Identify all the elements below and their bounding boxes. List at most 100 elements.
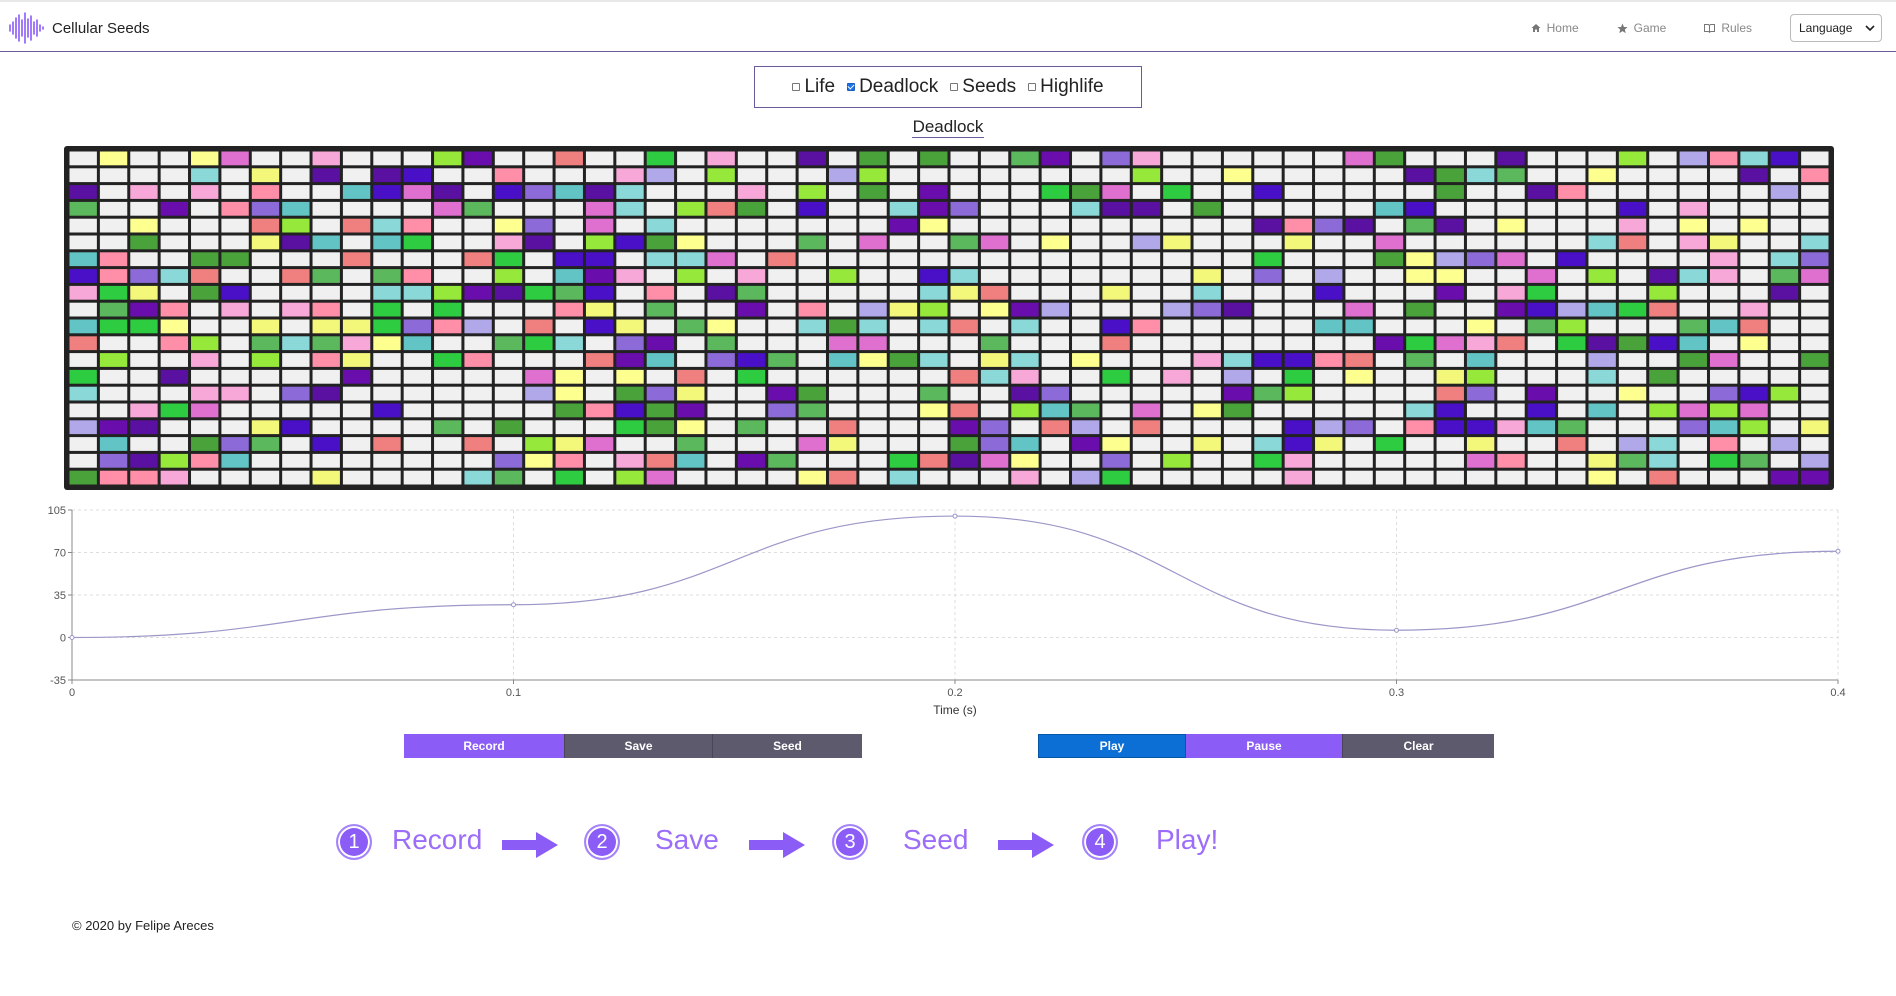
grid-cell[interactable] xyxy=(737,269,766,283)
grid-cell[interactable] xyxy=(1709,269,1738,283)
grid-cell[interactable] xyxy=(737,420,766,435)
grid-cell[interactable] xyxy=(737,218,766,233)
grid-cell[interactable] xyxy=(1011,319,1039,334)
grid-cell[interactable] xyxy=(221,252,249,267)
grid-cell[interactable] xyxy=(677,302,705,317)
grid-cell[interactable] xyxy=(1679,302,1707,317)
grid-cell[interactable] xyxy=(1193,336,1221,351)
grid-cell[interactable] xyxy=(1527,269,1556,283)
grid-cell[interactable] xyxy=(1375,168,1404,183)
grid-cell[interactable] xyxy=(737,403,766,418)
grid-cell[interactable] xyxy=(221,420,249,435)
grid-cell[interactable] xyxy=(1588,302,1616,317)
grid-cell[interactable] xyxy=(737,319,766,334)
grid-cell[interactable] xyxy=(1163,403,1191,418)
grid-cell[interactable] xyxy=(646,319,675,334)
grid-cell[interactable] xyxy=(1466,336,1495,351)
grid-cell[interactable] xyxy=(1072,336,1100,351)
grid-cell[interactable] xyxy=(1679,437,1707,451)
grid-cell[interactable] xyxy=(920,369,948,384)
grid-cell[interactable] xyxy=(191,437,219,451)
grid-cell[interactable] xyxy=(282,386,310,401)
grid-cell[interactable] xyxy=(282,285,310,300)
grid-cell[interactable] xyxy=(889,185,918,199)
grid-cell[interactable] xyxy=(768,336,796,351)
grid-cell[interactable] xyxy=(798,285,826,300)
grid-cell[interactable] xyxy=(737,302,766,317)
grid-cell[interactable] xyxy=(525,470,553,485)
grid-cell[interactable] xyxy=(950,336,978,351)
grid-cell[interactable] xyxy=(1254,185,1282,199)
grid-cell[interactable] xyxy=(251,252,280,267)
grid-cell[interactable] xyxy=(1801,285,1829,300)
grid-cell[interactable] xyxy=(525,319,553,334)
grid-cell[interactable] xyxy=(1618,252,1647,267)
grid-cell[interactable] xyxy=(1497,470,1525,485)
grid-cell[interactable] xyxy=(1466,353,1495,367)
grid-cell[interactable] xyxy=(1436,336,1464,351)
grid-cell[interactable] xyxy=(920,453,948,468)
grid-cell[interactable] xyxy=(889,403,918,418)
grid-cell[interactable] xyxy=(1193,319,1221,334)
grid-cell[interactable] xyxy=(1679,336,1707,351)
grid-cell[interactable] xyxy=(920,319,948,334)
grid-cell[interactable] xyxy=(1709,252,1738,267)
grid-cell[interactable] xyxy=(1618,453,1647,468)
grid-cell[interactable] xyxy=(1406,386,1434,401)
grid-cell[interactable] xyxy=(1223,336,1252,351)
grid-cell[interactable] xyxy=(1740,285,1768,300)
grid-cell[interactable] xyxy=(616,453,644,468)
grid-cell[interactable] xyxy=(1102,437,1130,451)
grid-cell[interactable] xyxy=(1588,218,1616,233)
grid-cell[interactable] xyxy=(1315,353,1343,367)
grid-cell[interactable] xyxy=(1254,470,1282,485)
grid-cell[interactable] xyxy=(980,201,1009,216)
grid-cell[interactable] xyxy=(555,386,583,401)
grid-cell[interactable] xyxy=(342,235,371,250)
grid-cell[interactable] xyxy=(646,218,675,233)
grid-cell[interactable] xyxy=(342,201,371,216)
grid-cell[interactable] xyxy=(282,269,310,283)
grid-cell[interactable] xyxy=(464,437,492,451)
grid-cell[interactable] xyxy=(1618,403,1647,418)
grid-cell[interactable] xyxy=(1406,252,1434,267)
grid-cell[interactable] xyxy=(1011,185,1039,199)
grid-cell[interactable] xyxy=(1801,269,1829,283)
grid-cell[interactable] xyxy=(920,151,948,166)
grid-cell[interactable] xyxy=(1284,151,1313,166)
grid-cell[interactable] xyxy=(1406,453,1434,468)
grid-cell[interactable] xyxy=(737,185,766,199)
grid-cell[interactable] xyxy=(737,235,766,250)
grid-cell[interactable] xyxy=(1345,218,1373,233)
grid-cell[interactable] xyxy=(403,319,432,334)
grid-cell[interactable] xyxy=(1436,453,1464,468)
grid-cell[interactable] xyxy=(737,201,766,216)
grid-cell[interactable] xyxy=(312,168,340,183)
grid-cell[interactable] xyxy=(1284,386,1313,401)
grid-cell[interactable] xyxy=(646,185,675,199)
grid-cell[interactable] xyxy=(677,453,705,468)
grid-cell[interactable] xyxy=(646,336,675,351)
grid-cell[interactable] xyxy=(828,453,857,468)
grid-cell[interactable] xyxy=(677,437,705,451)
grid-cell[interactable] xyxy=(69,285,97,300)
record-button[interactable]: Record xyxy=(404,734,564,758)
grid-cell[interactable] xyxy=(403,353,432,367)
grid-cell[interactable] xyxy=(768,453,796,468)
grid-cell[interactable] xyxy=(191,201,219,216)
language-select[interactable]: Language xyxy=(1790,14,1882,42)
grid-cell[interactable] xyxy=(1254,319,1282,334)
grid-cell[interactable] xyxy=(1163,168,1191,183)
grid-cell[interactable] xyxy=(1193,201,1221,216)
grid-cell[interactable] xyxy=(707,151,735,166)
grid-cell[interactable] xyxy=(160,420,189,435)
grid-cell[interactable] xyxy=(1193,453,1221,468)
grid-cell[interactable] xyxy=(403,470,432,485)
grid-cell[interactable] xyxy=(1618,386,1647,401)
grid-cell[interactable] xyxy=(1375,386,1404,401)
grid-cell[interactable] xyxy=(525,437,553,451)
grid-cell[interactable] xyxy=(1345,369,1373,384)
grid-cell[interactable] xyxy=(1406,403,1434,418)
grid-cell[interactable] xyxy=(1375,285,1404,300)
grid-cell[interactable] xyxy=(251,420,280,435)
